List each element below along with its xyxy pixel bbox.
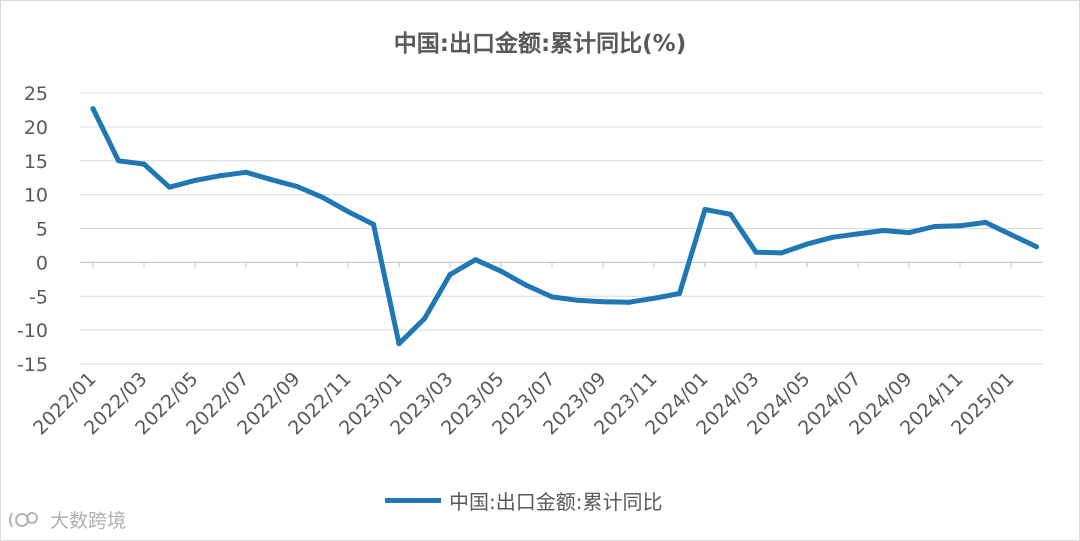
y-tick-label: -10 [17, 320, 48, 342]
data-point [1034, 244, 1039, 250]
x-axis: 2022/012022/032022/052022/072022/092022/… [29, 262, 1019, 439]
data-point [396, 341, 402, 347]
y-tick-label: -15 [17, 354, 48, 376]
data-point [116, 158, 121, 164]
y-tick-label: 20 [24, 117, 48, 139]
legend-swatch [385, 498, 441, 503]
data-point [779, 250, 784, 256]
data-point [90, 106, 96, 112]
data-point [498, 268, 504, 274]
data-point [524, 282, 529, 288]
data-point [473, 257, 478, 263]
data-point [269, 177, 274, 183]
data-point [753, 249, 759, 255]
data-point [957, 223, 963, 229]
data-point [881, 228, 886, 234]
y-tick-label: -5 [29, 286, 48, 308]
data-point [243, 169, 249, 175]
data-point [855, 231, 861, 237]
data-point [1008, 232, 1014, 238]
y-tick-label: 25 [24, 83, 48, 105]
legend: 中国:出口金额:累计同比 [385, 486, 662, 515]
data-point [677, 291, 682, 297]
data-point [345, 209, 351, 215]
data-point [804, 241, 810, 247]
plot-area [90, 106, 1039, 347]
data-point [626, 299, 631, 305]
data-point [728, 211, 733, 217]
y-tick-label: 5 [36, 219, 48, 241]
series-line [90, 106, 1039, 347]
data-point [320, 194, 325, 200]
grid-lines [80, 92, 1043, 365]
data-point [371, 221, 376, 227]
chart-title: 中国:出口金额:累计同比(%) [393, 31, 687, 57]
legend-label: 中国:出口金额:累计同比 [449, 490, 663, 514]
data-point [983, 219, 988, 225]
data-point [932, 223, 937, 229]
y-axis: 25 20 15 10 5 0 -5 -10 -15 [17, 83, 48, 376]
data-point [575, 297, 580, 303]
data-point [218, 173, 223, 179]
y-tick-label: 15 [24, 151, 48, 173]
data-point [830, 234, 835, 240]
data-point [906, 230, 912, 236]
data-point [702, 207, 708, 213]
data-point [447, 272, 453, 278]
data-point [600, 299, 606, 305]
data-point [294, 183, 300, 189]
data-point [422, 316, 427, 322]
data-point [549, 294, 555, 300]
data-point [141, 161, 147, 167]
watermark: 大数跨境 [8, 506, 126, 533]
data-point [192, 177, 198, 183]
y-tick-label: 10 [24, 185, 48, 207]
watermark-text: 大数跨境 [50, 510, 127, 532]
watermark-logo-icon [9, 511, 38, 527]
data-point [651, 295, 657, 301]
y-tick-label: 0 [36, 252, 48, 274]
data-point [167, 184, 172, 190]
